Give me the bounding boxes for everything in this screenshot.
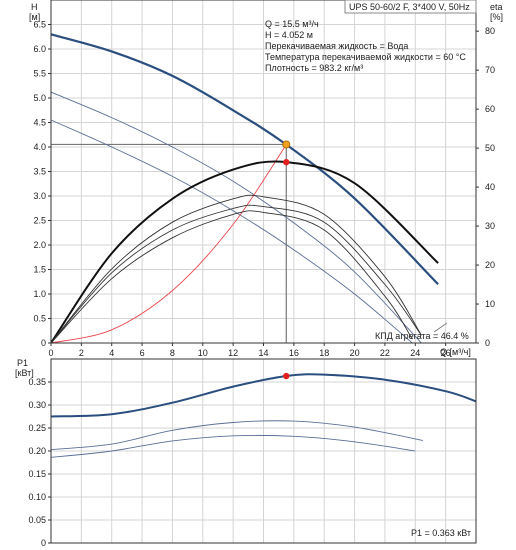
head-tick-label: 2.5 [33, 216, 46, 226]
power-axis-unit: [кВт] [15, 368, 34, 378]
x-tick-label: 24 [410, 348, 420, 358]
x-tick-label: 16 [289, 348, 299, 358]
x-tick-label: 4 [109, 348, 114, 358]
power-tick-label: 0 [41, 538, 46, 548]
annotation-density: Плотность = 983.2 кг/м³ [265, 63, 363, 73]
head-chart-series [50, 33, 439, 344]
head-tick-label: 3.5 [33, 167, 46, 177]
flow-axis-label: Q [м³/ч] [440, 347, 471, 357]
efficiency-label: КПД агрегата = 46.4 % [375, 331, 469, 341]
head-tick-label: 2.0 [33, 240, 46, 250]
power-tick-label: 0.20 [28, 446, 46, 456]
eta-tick-label: 80 [485, 26, 495, 36]
power-tick-label: 0.05 [28, 515, 46, 525]
power-tick-label: 0.35 [28, 377, 46, 387]
eta-tick-label: 40 [485, 182, 495, 192]
series-power-mid-line [50, 420, 423, 451]
x-tick-label: 12 [228, 348, 238, 358]
head-chart-grid [51, 0, 476, 343]
head-tick-label: 4.0 [33, 142, 46, 152]
series-system-line [50, 144, 287, 344]
head-tick-label: 1.0 [33, 289, 46, 299]
x-tick-label: 10 [198, 348, 208, 358]
series-eta-mid-line [50, 194, 422, 344]
eta-tick-label: 10 [485, 299, 495, 309]
x-tick-label: 8 [170, 348, 175, 358]
eta-axis-unit: [%] [490, 12, 503, 22]
annotation-temperature: Температура перекачиваемой жидкости = 60… [265, 52, 466, 62]
eta-tick-label: 50 [485, 143, 495, 153]
power-tick-label: 0.15 [28, 469, 46, 479]
power-tick-label: 0.10 [28, 492, 46, 502]
head-tick-label: 5.0 [33, 93, 46, 103]
eta-tick-label: 0 [485, 338, 490, 348]
chart-title: UPS 50-60/2 F, 3*400 V, 50Hz [349, 2, 470, 12]
annotation-head: H = 4.052 м [265, 30, 313, 40]
x-tick-label: 6 [140, 348, 145, 358]
series-head-max-line [50, 33, 439, 285]
power-tick-label: 0.25 [28, 423, 46, 433]
duty-power-point [283, 372, 290, 380]
head-tick-label: 1.5 [33, 265, 46, 275]
efficiency-pointer [433, 322, 448, 333]
duty-head-point [282, 140, 291, 149]
power-tick-label: 0.30 [28, 400, 46, 410]
annotation-flow: Q = 15.5 м³/ч [265, 19, 319, 29]
head-tick-label: 0 [41, 338, 46, 348]
head-tick-label: 6.5 [33, 20, 46, 30]
axis-ticks: 0 2 4 6 8 10 12 14 16 18 20 22 24 2600.51.01.52.02.53… [28, 20, 495, 549]
eta-axis-label: eta [490, 2, 503, 12]
power-axis-label: P1 [17, 358, 28, 368]
series-eta-min-line [50, 210, 413, 344]
head-axis-unit: [м] [29, 12, 40, 22]
x-tick-label: 0 [48, 348, 53, 358]
x-tick-label: 2 [79, 348, 84, 358]
title-box [344, 0, 477, 14]
eta-tick-label: 30 [485, 221, 495, 231]
annotation-liquid: Перекачиваемая жидкость = Вода [265, 41, 408, 51]
x-tick-label: 22 [380, 348, 390, 358]
series-head-mid-line [50, 91, 422, 344]
x-tick-label: 14 [258, 348, 268, 358]
power-readout: P1 = 0.363 кВт [411, 528, 471, 538]
head-tick-label: 3.0 [33, 191, 46, 201]
x-tick-label: 20 [350, 348, 360, 358]
series-power-min-line [50, 434, 416, 458]
power-chart-series [50, 372, 477, 458]
series-eta-low-line [50, 204, 422, 344]
head-axis-label: H [31, 2, 38, 12]
duty-point-guides [51, 143, 287, 343]
series-head-min-line [50, 119, 413, 344]
series-eta-max-line [50, 160, 439, 344]
head-tick-label: 6.0 [33, 44, 46, 54]
eta-tick-label: 60 [485, 104, 495, 114]
eta-tick-label: 20 [485, 260, 495, 270]
head-tick-label: 0.5 [33, 314, 46, 324]
duty-efficiency-point [283, 158, 290, 166]
head-tick-label: 4.5 [33, 118, 46, 128]
head-tick-label: 5.5 [33, 69, 46, 79]
eta-tick-label: 70 [485, 65, 495, 75]
x-tick-label: 26 [441, 348, 451, 358]
x-tick-label: 18 [319, 348, 329, 358]
